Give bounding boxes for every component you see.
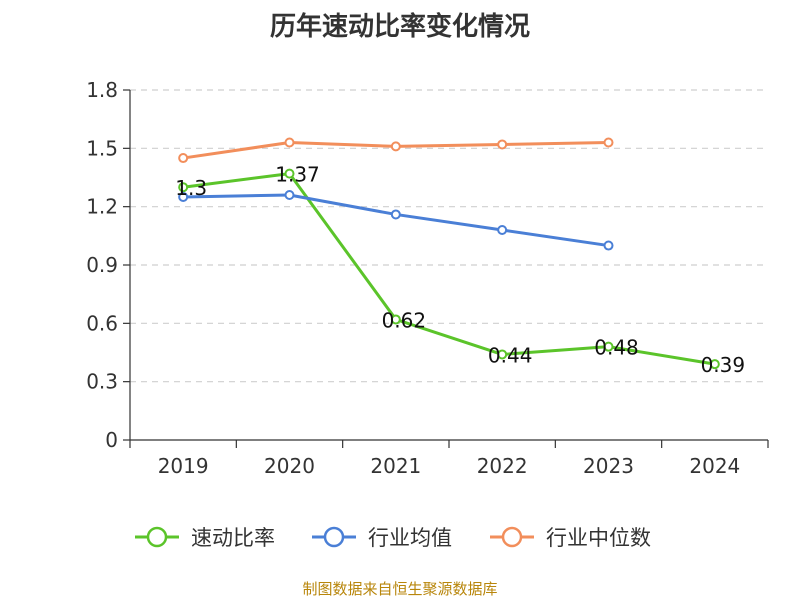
x-tick-label: 2020 (264, 454, 315, 478)
legend: 速动比率 行业均值 行业中位数 (135, 526, 651, 550)
x-tick-label: 2024 (689, 454, 740, 478)
data-point (603, 240, 614, 251)
data-point (178, 153, 189, 164)
data-point (284, 190, 295, 200)
data-label: 0.62 (382, 308, 427, 332)
data-point (178, 191, 189, 202)
data-point (603, 137, 614, 148)
y-tick-label: 0 (105, 428, 118, 452)
data-source-note: 制图数据来自恒生聚源数据库 (302, 580, 498, 598)
grid-lines (130, 89, 768, 383)
data-point (709, 359, 720, 370)
x-tick-label: 2021 (370, 454, 421, 478)
data-label: 0.39 (701, 353, 746, 377)
data-point (390, 209, 401, 220)
legend-marker-2 (501, 526, 523, 548)
data-point (284, 168, 295, 179)
data-point (497, 349, 508, 360)
x-tick-label: 2023 (583, 454, 634, 478)
chart-title: 历年速动比率变化情况 (269, 12, 530, 42)
data-label: 0.48 (594, 336, 639, 360)
data-label: 1.3 (175, 176, 207, 200)
axes (123, 89, 769, 448)
legend-label: 速动比率 (191, 526, 275, 550)
legend-label: 行业中位数 (546, 526, 651, 550)
series-line-1 (183, 193, 609, 248)
legend-marker-1 (323, 526, 345, 548)
legend-marker-0 (146, 526, 168, 548)
y-tick-label: 0.3 (86, 370, 118, 394)
y-tick-label: 0.6 (86, 311, 118, 335)
data-point (178, 182, 189, 193)
series-line-0 (182, 172, 716, 366)
y-tick-label: 0.9 (86, 253, 118, 277)
data-point (497, 139, 508, 150)
data-point (603, 341, 614, 352)
data-label: 0.44 (488, 343, 533, 367)
legend-label: 行业均值 (368, 526, 452, 550)
y-tick-label: 1.5 (86, 136, 118, 160)
data-labels: 1.3 1.37 0.62 0.44 0.48 0.39 (175, 163, 745, 378)
x-tick-label: 2019 (158, 454, 209, 478)
y-tick-label: 1.8 (86, 78, 118, 102)
x-axis-ticks: 2019 2020 2021 2022 2023 2024 (158, 454, 741, 478)
x-tick-label: 2022 (477, 454, 528, 478)
data-point (497, 225, 508, 235)
series-lines (178, 137, 720, 370)
data-point (390, 314, 401, 325)
data-point (390, 141, 401, 152)
y-tick-label: 1.2 (86, 195, 118, 219)
data-label: 1.37 (275, 163, 320, 187)
data-point (284, 137, 295, 148)
y-axis-ticks: 0 0.3 0.6 0.9 1.2 1.5 1.8 (86, 78, 118, 452)
